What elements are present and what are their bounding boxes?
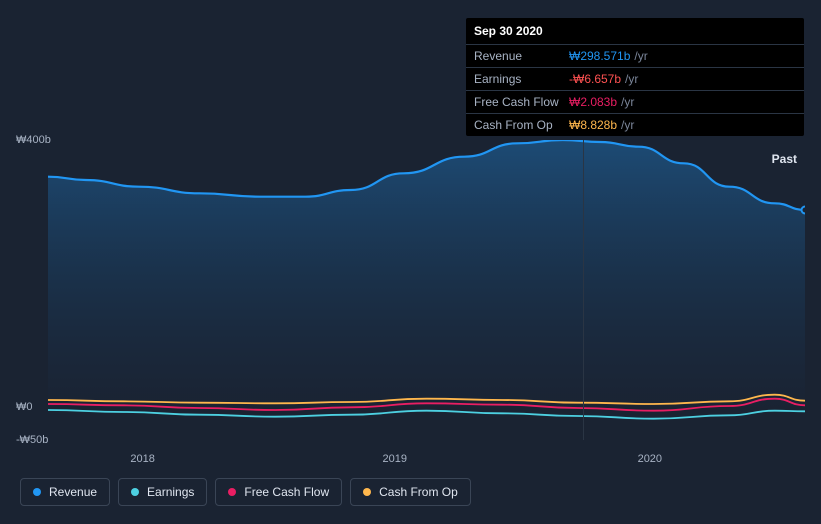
data-tooltip: Sep 30 2020 Revenue₩298.571b/yrEarnings-…	[466, 18, 804, 136]
y-axis-tick-label: ₩0	[16, 401, 33, 413]
tooltip-row-value: ₩8.828b	[569, 118, 617, 132]
revenue-area	[48, 140, 805, 407]
legend-dot-icon	[228, 488, 236, 496]
legend-item-earnings[interactable]: Earnings	[118, 478, 207, 506]
tooltip-row: Revenue₩298.571b/yr	[466, 44, 804, 67]
tooltip-row-unit: /yr	[621, 95, 634, 109]
legend-label: Revenue	[49, 485, 97, 499]
legend-label: Cash From Op	[379, 485, 458, 499]
legend-item-cash-from-op[interactable]: Cash From Op	[350, 478, 471, 506]
tooltip-row-unit: /yr	[621, 118, 634, 132]
tooltip-row-label: Revenue	[474, 49, 569, 63]
tooltip-row-unit: /yr	[625, 72, 638, 86]
tooltip-row-label: Free Cash Flow	[474, 95, 569, 109]
plot-area[interactable]	[48, 140, 805, 440]
chart-legend: Revenue Earnings Free Cash Flow Cash From O…	[20, 478, 471, 506]
tooltip-row-unit: /yr	[634, 49, 647, 63]
tooltip-row: Cash From Op₩8.828b/yr	[466, 113, 804, 136]
tooltip-row-value: ₩2.083b	[569, 95, 617, 109]
legend-label: Free Cash Flow	[244, 485, 329, 499]
tooltip-row: Free Cash Flow₩2.083b/yr	[466, 90, 804, 113]
y-axis-tick-label: -₩50b	[16, 434, 48, 446]
tooltip-row-value: -₩6.657b	[569, 72, 621, 86]
tooltip-row: Earnings-₩6.657b/yr	[466, 67, 804, 90]
financials-chart: ₩400b₩0-₩50b Past 201820192020	[16, 120, 805, 440]
y-axis-tick-label: ₩400b	[16, 134, 51, 146]
legend-dot-icon	[33, 488, 41, 496]
legend-item-free-cash-flow[interactable]: Free Cash Flow	[215, 478, 342, 506]
tooltip-row-label: Earnings	[474, 72, 569, 86]
x-axis-tick-label: 2020	[638, 453, 662, 465]
tooltip-row-label: Cash From Op	[474, 118, 569, 132]
tooltip-date: Sep 30 2020	[466, 18, 804, 44]
revenue-end-marker	[802, 207, 806, 214]
legend-dot-icon	[363, 488, 371, 496]
legend-dot-icon	[131, 488, 139, 496]
x-axis-tick-label: 2019	[382, 453, 406, 465]
legend-item-revenue[interactable]: Revenue	[20, 478, 110, 506]
legend-label: Earnings	[147, 485, 194, 499]
tooltip-row-value: ₩298.571b	[569, 49, 630, 63]
hover-vertical-line	[583, 140, 584, 440]
x-axis-tick-label: 2018	[130, 453, 154, 465]
earnings-line	[48, 410, 805, 419]
